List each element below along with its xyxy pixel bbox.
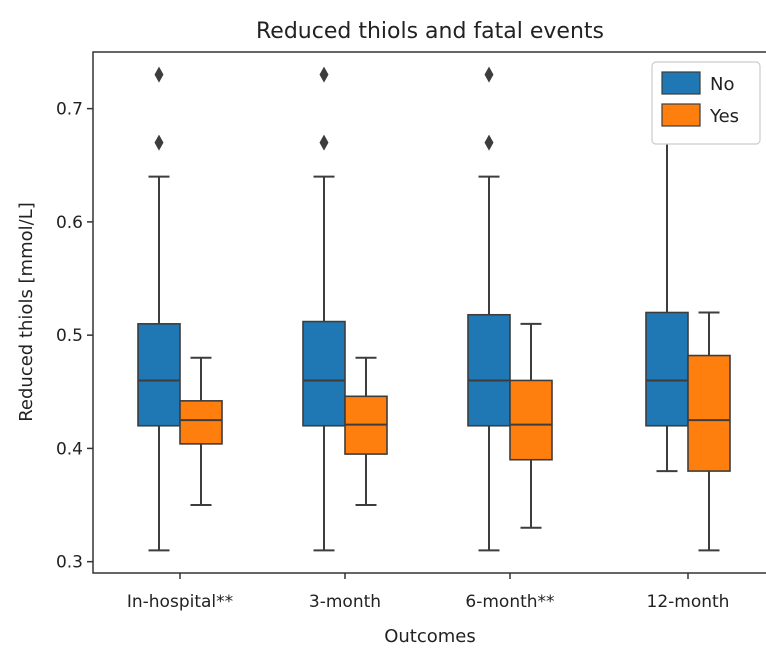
- box-group-yes-4: [687, 311, 731, 552]
- plot-frame: [92, 51, 766, 574]
- x-axis-label: Outcomes: [384, 626, 476, 647]
- box-iqr: [687, 354, 731, 472]
- box-group-no-1: [137, 66, 181, 552]
- outlier-point: [484, 66, 494, 83]
- legend-swatch-yes: [661, 103, 701, 127]
- legend-swatch-no: [661, 71, 701, 95]
- x-tick-label: In-hospital**: [127, 592, 233, 612]
- box-group-no-4: [645, 141, 689, 473]
- box-group-no-3: [467, 66, 511, 552]
- box-iqr: [137, 323, 181, 427]
- y-axis-label: Reduced thiols [mmol/L]: [16, 202, 37, 422]
- box-iqr: [179, 400, 223, 445]
- x-tick-label: 6-month**: [465, 592, 554, 612]
- legend-label-yes: Yes: [709, 106, 739, 127]
- y-tick-label: 0.7: [56, 100, 83, 120]
- box-iqr: [467, 313, 511, 427]
- y-axis: 0.3 0.4 0.5 0.6 0.7: [56, 100, 93, 573]
- box-iqr: [302, 320, 346, 427]
- box-group-no-2: [302, 66, 346, 552]
- box-group-yes-1: [179, 356, 223, 507]
- x-tick-label: 12-month: [647, 592, 730, 612]
- chart-title: Reduced thiols and fatal events: [256, 19, 604, 44]
- legend: No Yes: [651, 61, 761, 145]
- x-axis: In-hospital** 3-month 6-month** 12-month: [127, 573, 730, 612]
- box-group-yes-2: [344, 356, 388, 507]
- y-tick-label: 0.5: [56, 326, 83, 346]
- plot-area: [137, 66, 731, 552]
- x-tick-label: 3-month: [309, 592, 381, 612]
- box-group-yes-3: [509, 322, 553, 529]
- legend-label-no: No: [710, 74, 734, 95]
- y-tick-label: 0.3: [56, 553, 83, 573]
- y-tick-label: 0.6: [56, 213, 83, 233]
- outlier-point: [484, 134, 494, 151]
- outlier-point: [319, 134, 329, 151]
- box-iqr: [509, 379, 553, 461]
- box-iqr: [645, 311, 689, 427]
- outlier-point: [154, 134, 164, 151]
- y-tick-label: 0.4: [56, 439, 83, 459]
- outlier-point: [154, 66, 164, 83]
- outlier-point: [319, 66, 329, 83]
